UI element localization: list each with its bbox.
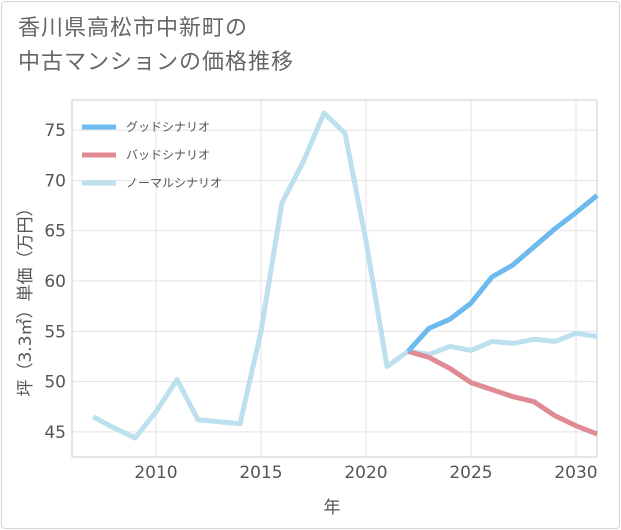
series-line-1 — [407, 348, 598, 437]
title-line-1: 香川県高松市中新町の — [18, 16, 249, 41]
plot-frame — [71, 99, 598, 458]
series-line-0 — [406, 193, 599, 354]
y-tick-label: 75 — [44, 121, 66, 141]
y-axis-title: 坪（3.3㎡）単価（万円） — [16, 199, 36, 396]
y-tick-label: 65 — [44, 222, 66, 242]
legend-label: グッドシナリオ — [126, 120, 210, 134]
x-tick-label: 2015 — [239, 463, 282, 483]
y-axis-ticks: 45 50 55 60 65 70 75 — [44, 121, 66, 443]
y-tick-label: 70 — [44, 171, 66, 191]
x-axis-ticks: 2010 2015 2020 2025 2030 — [134, 463, 597, 483]
x-tick-label: 2010 — [134, 463, 177, 483]
y-tick-label: 50 — [44, 373, 66, 393]
page-title: 香川県高松市中新町の 中古マンションの価格推移 — [18, 12, 294, 80]
x-tick-label: 2030 — [554, 463, 597, 483]
x-tick-label: 2020 — [344, 463, 387, 483]
y-tick-label: 60 — [44, 272, 66, 292]
title-line-2: 中古マンションの価格推移 — [18, 50, 295, 75]
series-line-2 — [91, 110, 598, 441]
grid-lines — [72, 100, 597, 457]
x-tick-label: 2025 — [449, 463, 492, 483]
x-axis-title: 年 — [324, 498, 341, 518]
legend-label: バッドシナリオ — [126, 148, 210, 162]
series-lines — [91, 110, 599, 441]
legend-label: ノーマルシナリオ — [126, 176, 222, 190]
y-tick-label: 45 — [44, 423, 66, 443]
y-tick-label: 55 — [44, 322, 66, 342]
